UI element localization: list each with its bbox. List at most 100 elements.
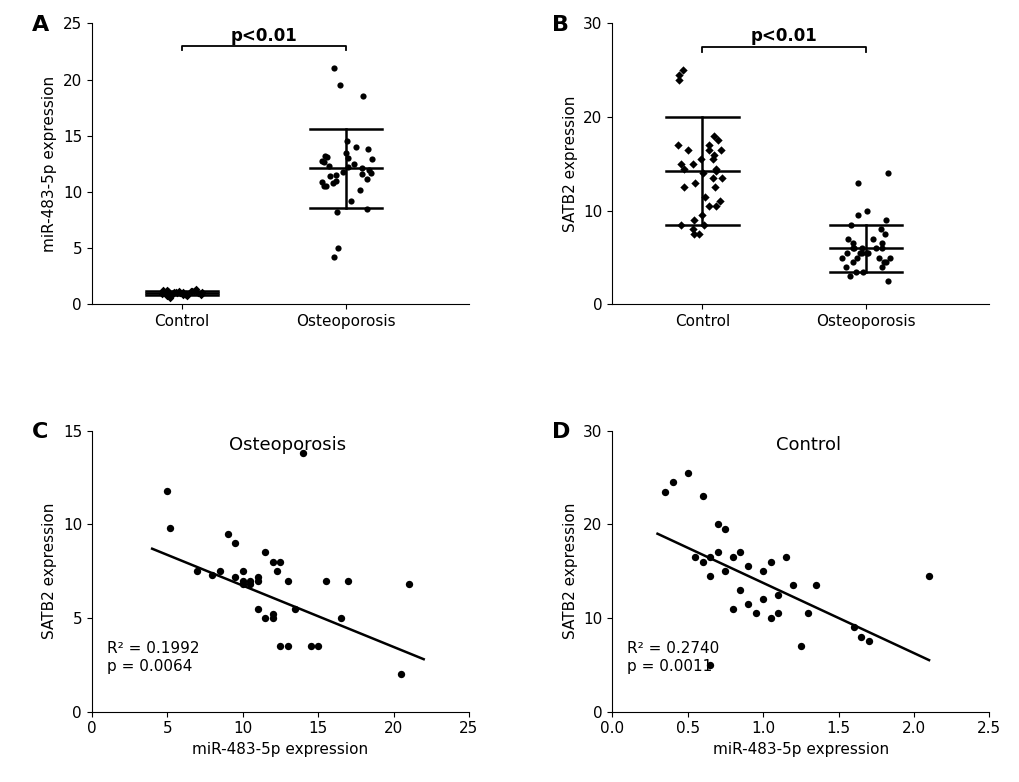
Point [242, 574, 258, 586]
Text: D: D [551, 422, 570, 443]
Point [656, 486, 673, 498]
Point [318, 180, 334, 192]
Point [739, 560, 755, 572]
Text: R² = 0.2740
p = 0.0011: R² = 0.2740 p = 0.0011 [627, 641, 718, 674]
Point [879, 167, 896, 180]
Point [842, 218, 858, 231]
Point [346, 158, 363, 170]
Point [671, 74, 687, 86]
Point [776, 551, 793, 563]
Point [713, 172, 730, 185]
Point [867, 242, 883, 254]
Point [700, 144, 716, 156]
Point [707, 199, 723, 212]
Point [709, 135, 726, 147]
Point [669, 139, 686, 152]
Text: Osteoporosis: Osteoporosis [229, 436, 346, 454]
Point [400, 578, 417, 590]
Point [174, 285, 191, 298]
Point [706, 181, 722, 194]
Point [250, 602, 266, 615]
Point [844, 242, 860, 254]
Text: B: B [551, 15, 569, 35]
Point [860, 635, 876, 647]
Point [685, 158, 701, 170]
Point [725, 551, 741, 563]
Point [785, 579, 801, 591]
Point [193, 288, 209, 300]
Point [711, 195, 728, 207]
Point [859, 246, 875, 259]
Point [153, 288, 169, 300]
Point [673, 158, 689, 170]
Point [697, 190, 713, 203]
Y-axis label: SATB2 expression: SATB2 expression [562, 95, 577, 232]
Point [332, 612, 348, 624]
Point [837, 260, 853, 273]
Point [182, 285, 199, 297]
Point [165, 285, 181, 298]
Point [177, 288, 194, 300]
Point [234, 574, 251, 586]
Point [250, 574, 266, 586]
Point [337, 146, 354, 159]
Point [242, 578, 258, 590]
Point [360, 143, 376, 156]
Point [257, 612, 273, 624]
Point [178, 289, 195, 302]
Point [227, 571, 244, 583]
Point [325, 62, 341, 74]
Point [725, 602, 741, 615]
Point [194, 285, 210, 298]
Point [174, 289, 191, 302]
Point [178, 290, 195, 303]
Point [171, 285, 187, 297]
Point [219, 528, 235, 540]
Point [671, 69, 687, 81]
Point [877, 256, 894, 268]
Point [858, 246, 874, 259]
Point [747, 607, 763, 619]
Point [701, 569, 717, 582]
Point [264, 608, 280, 620]
Point [695, 218, 711, 231]
Point [716, 565, 733, 577]
Point [155, 285, 171, 298]
Point [272, 555, 288, 568]
Point [673, 218, 689, 231]
Point [160, 287, 176, 300]
Point [269, 565, 285, 577]
Point [264, 555, 280, 568]
Point [315, 180, 331, 192]
Point [334, 166, 351, 178]
Point [850, 177, 866, 189]
Point [331, 79, 347, 91]
Point [769, 588, 786, 601]
Point [264, 612, 280, 624]
Point [158, 284, 174, 296]
Point [693, 209, 709, 221]
Point [327, 169, 343, 181]
Point [359, 172, 375, 185]
Point [287, 602, 304, 615]
Point [354, 162, 370, 174]
Point [875, 228, 892, 240]
Point [754, 565, 770, 577]
Point [707, 163, 723, 175]
X-axis label: miR-483-5p expression: miR-483-5p expression [712, 742, 888, 757]
Point [165, 288, 181, 300]
Point [328, 206, 344, 218]
Point [342, 195, 359, 207]
Text: p<0.01: p<0.01 [750, 27, 817, 45]
Point [340, 152, 357, 164]
Point [326, 251, 342, 264]
Point [338, 135, 355, 148]
Point [841, 270, 857, 282]
Text: R² = 0.1992
p = 0.0064: R² = 0.1992 p = 0.0064 [107, 641, 199, 674]
Point [858, 204, 874, 217]
Point [675, 64, 691, 77]
Point [844, 237, 860, 249]
Point [190, 565, 206, 577]
Point [194, 287, 210, 300]
Text: Control: Control [775, 436, 840, 454]
